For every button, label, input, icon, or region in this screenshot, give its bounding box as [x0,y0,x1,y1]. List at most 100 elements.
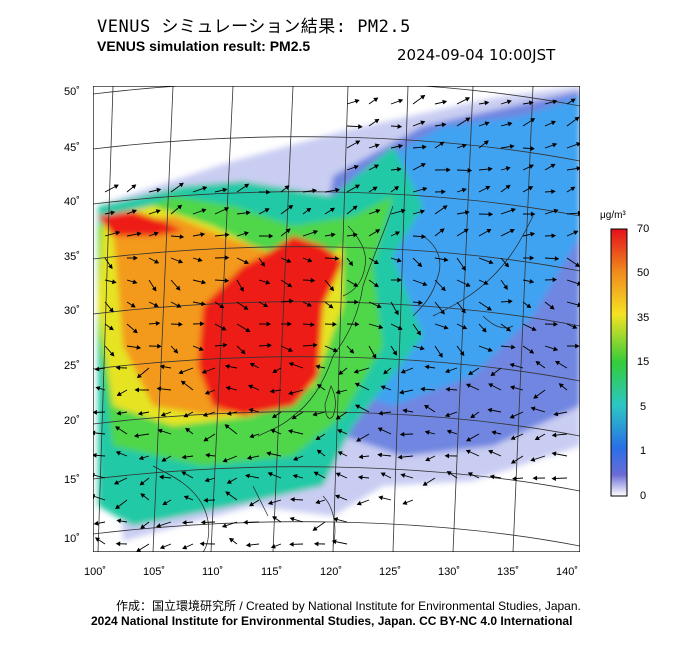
wind-arrow-head [551,189,556,194]
wind-arrow-head [332,347,338,353]
wind-arrow-head [465,117,471,122]
wind-arrow-head [377,452,383,458]
wind-arrow-head [288,204,294,210]
wind-arrow-head [552,142,558,148]
wind-arrow-head [136,373,142,379]
wind-arrow-head [225,491,231,497]
wind-arrow-head [333,517,339,522]
wind-arrow-head [488,383,494,388]
wind-arrow-head [507,121,513,127]
wind-arrow-head [113,184,119,189]
wind-arrow-head [173,348,179,354]
wind-arrow-head [315,364,321,370]
wind-arrow-head [528,186,534,191]
wind-arrow-head [156,523,162,528]
wind-arrow-head [93,520,99,526]
wind-arrow-head [175,285,181,291]
wind-arrow-head [533,394,539,399]
wind-arrow-head [249,433,255,439]
wind-arrow-head [224,207,230,212]
wind-arrow-head [198,346,204,351]
wind-arrow-head [157,343,162,349]
wind-arrow-head [178,369,184,375]
wind-arrow-head [245,210,251,216]
wind-arrow-head [267,472,273,477]
wind-arrow-head [204,390,210,395]
wind-arrow-head [462,324,468,330]
wind-arrow-head [373,97,379,103]
wind-arrow-head [183,495,189,500]
wind-arrow-head [573,230,579,235]
wind-arrow-head [440,309,445,315]
wind-arrow-head [417,262,423,268]
wind-arrow-head [332,321,337,327]
wind-arrow-head [225,385,231,391]
wind-arrow-head [354,321,360,327]
wind-arrow-head [292,473,298,479]
wind-arrow-head [396,257,402,263]
wind-arrow-head [312,411,318,417]
wind-arrow-head [554,256,560,262]
wind-arrow-head [287,429,293,434]
wind-arrow-head [375,209,381,214]
wind-arrow-head [418,300,423,306]
wind-arrow-head [356,437,362,442]
wind-arrow-head [266,189,271,195]
wind-arrow-head [399,389,404,395]
wind-arrow-head [289,516,295,522]
wind-arrow-head [358,124,363,130]
wind-arrow-head [204,477,210,483]
wind-arrow-head [464,210,470,215]
wind-arrow-head [338,370,344,375]
wind-arrow-head [373,282,379,288]
wind-arrow-head [383,369,389,375]
wind-arrow-head [374,118,380,124]
wind-arrow-head [422,186,428,192]
wind-arrow-head [353,368,359,374]
wind-arrow-head [440,286,446,292]
wind-arrow-head [157,428,163,434]
pm25-map [93,86,580,552]
wind-arrow-head [159,474,164,480]
wind-arrow-head [570,186,576,192]
wind-arrow-head [139,480,145,486]
wind-arrow-head [378,324,384,330]
wind-arrow-head [272,368,278,373]
wind-arrow-head [224,278,230,284]
lon-label-100: 100˚ [84,566,107,578]
wind-arrow-head [201,279,207,285]
wind-arrow-head [353,282,359,287]
wind-arrow-head [505,166,511,171]
wind-arrow-head [570,98,576,103]
wind-arrow-head [509,414,515,419]
wind-arrow-head [116,518,122,524]
field-extreme-west [98,211,183,236]
wind-arrow-head [378,410,383,416]
wind-arrow-head [509,229,515,234]
wind-arrow-head [93,409,97,415]
wind-arrow-head [264,208,270,213]
credit-text: 作成：国立環境研究所 / Created by National Institu… [116,599,581,613]
page-title-japanese: VENUS シミュレーション結果: PM2.5 [97,17,411,37]
wind-arrow-head [284,185,290,190]
wind-arrow-head [397,454,403,460]
wind-arrow-head [465,449,471,455]
wind-arrow-head [203,436,209,442]
wind-arrow-head [248,407,254,413]
wind-arrow-head [205,452,210,458]
wind-arrow-head [224,232,230,238]
colorbar-tick-50: 50 [637,267,650,279]
wind-arrow-head [506,99,512,105]
wind-arrow-head [443,324,449,330]
wind-arrow-head [160,412,166,417]
wind-arrow-head [550,163,556,169]
wind-arrow-head [394,310,399,316]
lat-label-25: 25˚ [64,360,80,372]
wind-arrow-head [532,475,538,481]
wind-arrow-head [335,415,341,420]
colorbar-tick-15: 15 [637,356,650,368]
wind-arrow-head [355,140,361,145]
wind-arrow-head [459,350,465,357]
wind-arrow-head [115,450,121,456]
wind-arrow-head [425,456,431,462]
